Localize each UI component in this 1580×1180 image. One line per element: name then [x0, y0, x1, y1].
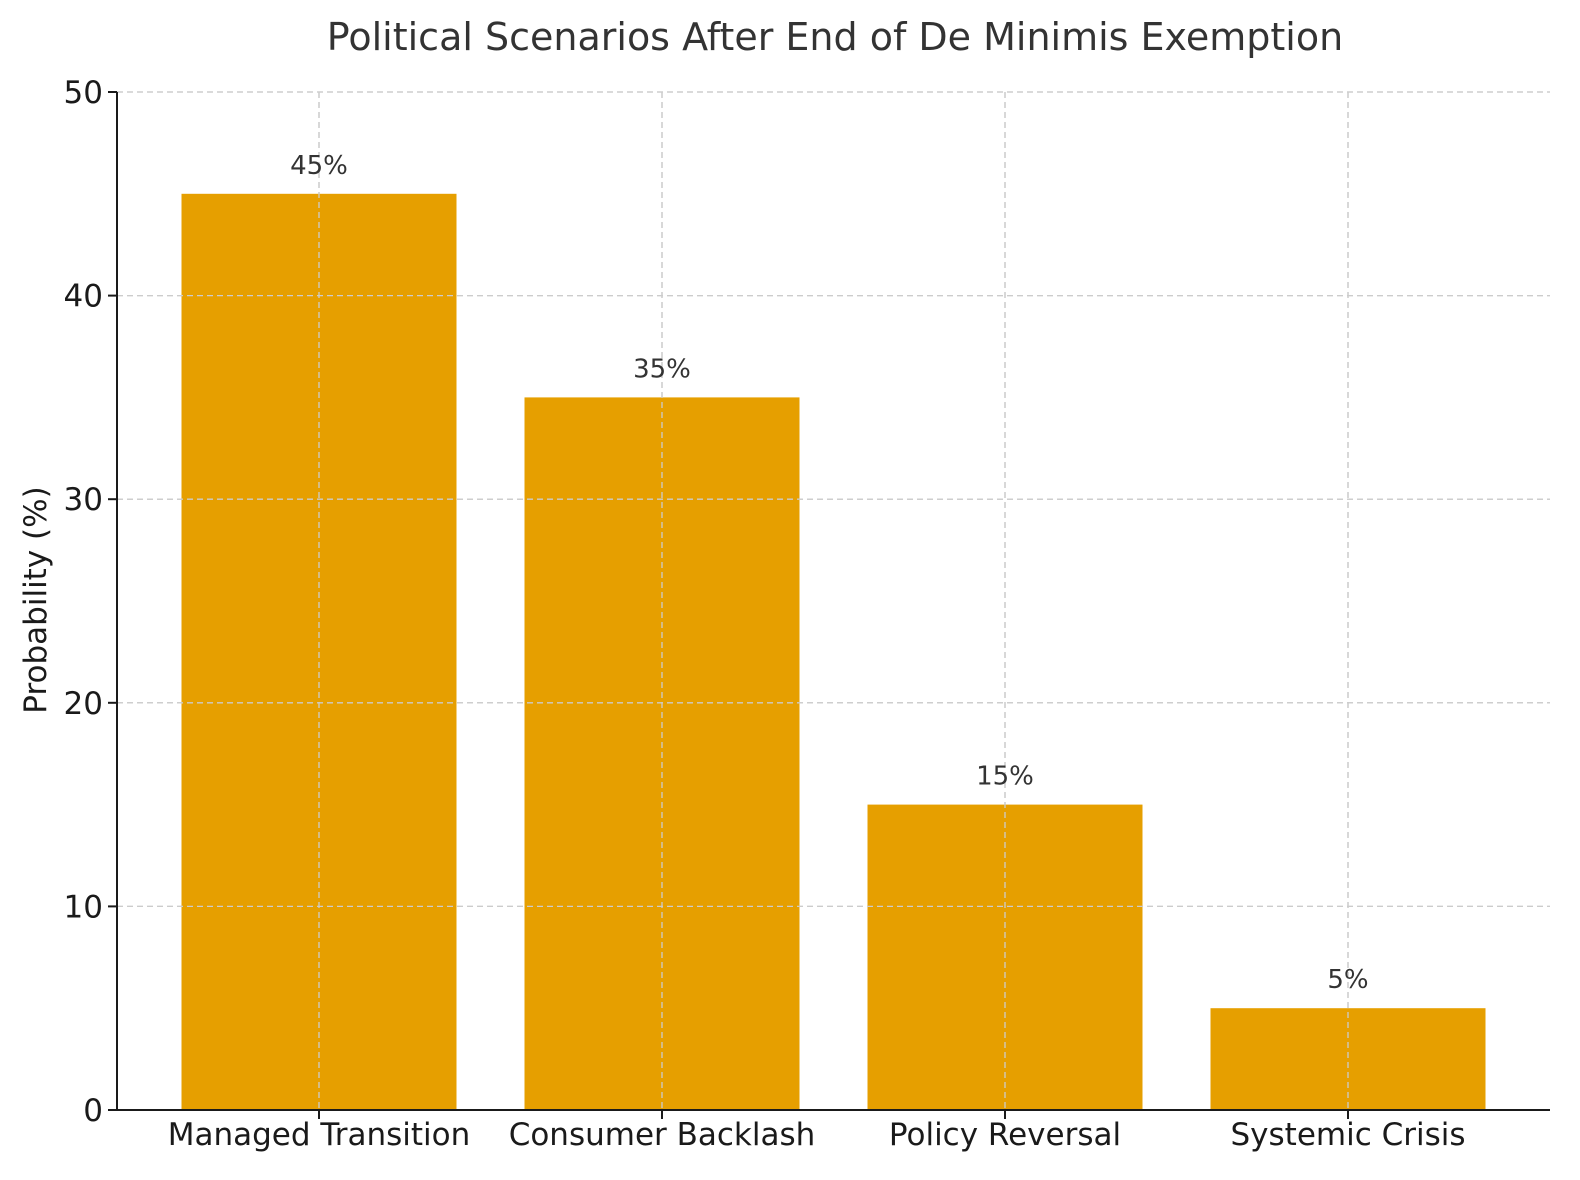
data-label: 45%	[290, 151, 348, 181]
label-layer: 0 10 20 30 40 50 Managed Transition Consumer Ba…	[64, 75, 1466, 1153]
y-tick-label: 50	[64, 75, 103, 111]
x-tick-label: Managed Transition	[168, 1117, 471, 1153]
data-label: 35%	[633, 354, 691, 384]
data-label: 5%	[1327, 965, 1368, 995]
axis-layer	[108, 91, 1550, 1119]
x-tick-label: Consumer Backlash	[509, 1117, 816, 1153]
y-tick-label: 40	[64, 279, 103, 315]
bar-layer	[117, 91, 1550, 1111]
y-axis-label: Probability (%)	[18, 486, 54, 713]
y-tick-label: 30	[64, 482, 103, 518]
chart-title: Political Scenarios After End of De Mini…	[327, 15, 1343, 59]
x-tick-label: Systemic Crisis	[1230, 1117, 1465, 1153]
y-tick-label: 0	[83, 1093, 103, 1129]
data-label: 15%	[976, 762, 1034, 792]
y-tick-label: 20	[64, 686, 103, 722]
y-tick-label: 10	[64, 889, 103, 925]
x-tick-label: Policy Reversal	[889, 1117, 1121, 1153]
